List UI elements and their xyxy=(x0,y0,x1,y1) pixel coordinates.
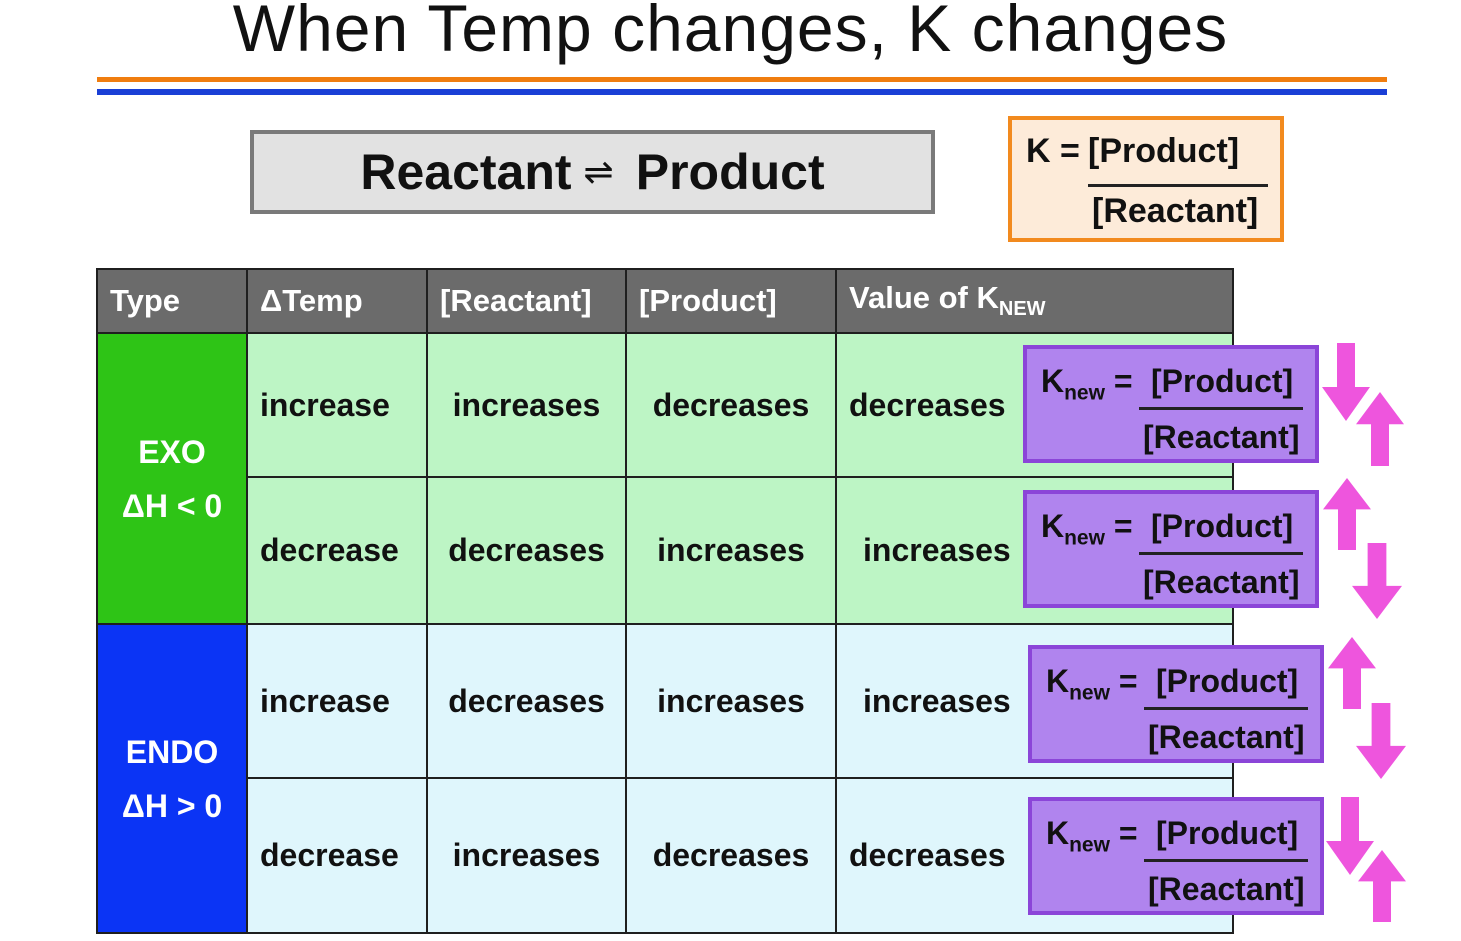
reaction-reactant: Reactant xyxy=(360,144,572,200)
cell-product: increases xyxy=(625,623,837,779)
cell-dtemp: decrease xyxy=(246,476,428,625)
knew-k: K xyxy=(1046,663,1070,699)
cell-reactant: increases xyxy=(426,332,627,478)
cell-reactant: decreases xyxy=(426,476,627,625)
header-k-value-subscript: NEW xyxy=(998,298,1046,321)
numerator-direction-arrow-icon xyxy=(1328,637,1376,709)
reaction-product: Product xyxy=(635,144,825,200)
numerator-direction-arrow-icon xyxy=(1326,797,1374,875)
knew-sub: new xyxy=(1064,526,1105,550)
knew-lhs: Knew = xyxy=(1046,663,1138,705)
equilibrium-arrow-icon: ⇌ xyxy=(583,151,614,192)
header-reactant: [Reactant] xyxy=(426,268,627,334)
knew-sub: new xyxy=(1069,681,1110,705)
type-endo-name: ENDO xyxy=(125,733,219,770)
k-expression-box: K = [Product] [Reactant] xyxy=(1008,116,1284,242)
cell-dtemp: decrease xyxy=(246,777,428,934)
numerator-direction-arrow-icon xyxy=(1323,478,1371,550)
knew-sub: new xyxy=(1064,381,1105,405)
numerator-direction-arrow-icon xyxy=(1322,343,1370,421)
knew-eq: = xyxy=(1113,508,1133,544)
denominator-direction-arrow-icon xyxy=(1356,703,1406,779)
page-title: When Temp changes, K changes xyxy=(232,0,1229,65)
knew-fraction-bar xyxy=(1144,707,1308,710)
type-cell-exo: EXO ΔH < 0 xyxy=(96,332,248,625)
knew-lhs: Knew = xyxy=(1041,363,1133,405)
header-dtemp: ΔTemp xyxy=(246,268,428,334)
k-expression-denominator: [Reactant] xyxy=(1092,192,1259,230)
knew-denominator: [Reactant] xyxy=(1143,564,1300,600)
cell-product: decreases xyxy=(625,332,837,478)
knew-k: K xyxy=(1041,508,1065,544)
cell-dtemp: increase xyxy=(246,623,428,779)
denominator-direction-arrow-icon xyxy=(1352,543,1402,619)
knew-eq: = xyxy=(1118,663,1138,699)
knew-numerator: [Product] xyxy=(1156,815,1299,851)
knew-denominator: [Reactant] xyxy=(1148,871,1305,907)
knew-denominator: [Reactant] xyxy=(1148,719,1305,755)
cell-product: increases xyxy=(625,476,837,625)
denominator-direction-arrow-icon xyxy=(1356,392,1404,466)
header-product: [Product] xyxy=(625,268,837,334)
knew-eq: = xyxy=(1113,363,1133,399)
cell-product: decreases xyxy=(625,777,837,934)
knew-k: K xyxy=(1046,815,1070,851)
cell-dtemp: increase xyxy=(246,332,428,478)
header-type: Type xyxy=(96,268,248,334)
knew-expression-box: Knew = [Product] [Reactant] xyxy=(1028,645,1324,763)
k-expression-fraction-bar xyxy=(1088,184,1268,187)
denominator-direction-arrow-icon xyxy=(1358,850,1406,922)
type-exo-name: EXO xyxy=(138,433,206,470)
knew-expression-box: Knew = [Product] [Reactant] xyxy=(1023,490,1319,608)
cell-reactant: decreases xyxy=(426,623,627,779)
header-k-value: Value of KNEW xyxy=(835,268,1234,334)
knew-lhs: Knew = xyxy=(1046,815,1138,857)
knew-eq: = xyxy=(1118,815,1138,851)
type-endo-dh: ΔH > 0 xyxy=(121,787,223,824)
knew-lhs: Knew = xyxy=(1041,508,1133,550)
knew-expression-box: Knew = [Product] [Reactant] xyxy=(1028,797,1324,915)
knew-sub: new xyxy=(1069,833,1110,857)
reaction-equation-box: Reactant ⇌ Product xyxy=(250,130,935,214)
knew-k: K xyxy=(1041,363,1065,399)
title-underline-orange xyxy=(97,77,1387,82)
knew-expression-box: Knew = [Product] [Reactant] xyxy=(1023,345,1319,463)
knew-numerator: [Product] xyxy=(1151,363,1294,399)
title-underline-blue xyxy=(97,89,1387,95)
knew-fraction-bar xyxy=(1139,552,1303,555)
table-header-row: Type ΔTemp [Reactant] [Product] Value of… xyxy=(96,268,1234,334)
type-cell-endo: ENDO ΔH > 0 xyxy=(96,623,248,934)
k-expression-lhs: K = xyxy=(1026,132,1080,170)
k-expression-numerator: [Product] xyxy=(1088,132,1240,170)
knew-fraction-bar xyxy=(1144,859,1308,862)
knew-fraction-bar xyxy=(1139,407,1303,410)
knew-numerator: [Product] xyxy=(1156,663,1299,699)
type-exo-dh: ΔH < 0 xyxy=(121,487,223,524)
knew-denominator: [Reactant] xyxy=(1143,419,1300,455)
knew-numerator: [Product] xyxy=(1151,508,1294,544)
cell-reactant: increases xyxy=(426,777,627,934)
header-k-value-label: Value of K xyxy=(849,280,999,316)
